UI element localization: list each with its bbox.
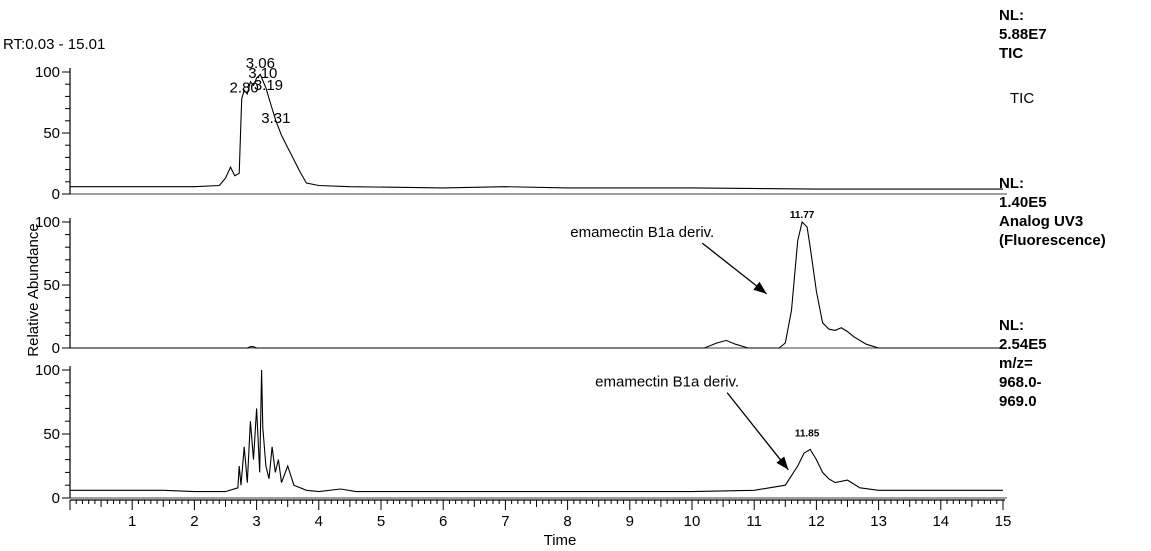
peak-label: 3.19 xyxy=(254,77,283,94)
side-label: 5.88E7 xyxy=(999,26,1047,43)
side-label: 2.54E5 xyxy=(999,336,1047,353)
side-label: 969.0 xyxy=(999,393,1037,410)
x-tick-label: 1 xyxy=(128,513,136,530)
y-tick-label: 50 xyxy=(43,277,60,294)
y-tick-label: 0 xyxy=(52,340,60,357)
peak-label: 3.10 xyxy=(248,65,277,82)
y-tick-label: 0 xyxy=(52,490,60,507)
peak-label: 3.31 xyxy=(261,110,290,127)
annotation-arrowhead xyxy=(753,281,767,294)
x-tick-label: 14 xyxy=(932,513,949,530)
side-label: Analog UV3 xyxy=(999,213,1083,230)
y-tick-label: 100 xyxy=(35,214,60,231)
x-axis-label: Time xyxy=(544,532,577,549)
y-tick-label: 50 xyxy=(43,426,60,443)
x-tick-label: 4 xyxy=(315,513,323,530)
trace-label: TIC xyxy=(1010,90,1034,107)
x-tick-label: 15 xyxy=(995,513,1012,530)
x-tick-label: 11 xyxy=(746,513,762,530)
y-tick-label: 50 xyxy=(43,125,60,142)
side-label: 1.40E5 xyxy=(999,194,1047,211)
side-label: NL: xyxy=(999,175,1024,192)
y-tick-label: 100 xyxy=(35,362,60,379)
peak-label: 3.06 xyxy=(246,55,275,72)
side-label: NL: xyxy=(999,317,1024,334)
x-tick-label: 13 xyxy=(870,513,887,530)
annotation-label: emamectin B1a deriv. xyxy=(595,374,739,391)
annotation-arrow xyxy=(726,392,789,471)
series-tic-line xyxy=(70,73,1003,190)
peak-label: 11.85 xyxy=(795,428,820,439)
peak-label: 11.77 xyxy=(790,210,815,221)
series-mz-line xyxy=(70,369,1003,493)
x-tick-label: 6 xyxy=(439,513,447,530)
annotation-arrowhead xyxy=(776,456,789,470)
side-label: NL: xyxy=(999,7,1024,24)
y-tick-label: 0 xyxy=(52,186,60,203)
peak-label: 2.80 xyxy=(230,79,259,96)
annotation-arrow xyxy=(701,242,768,295)
y-axis-label: Relative Abundance xyxy=(25,223,42,356)
x-tick-label: 7 xyxy=(501,513,509,530)
side-label: (Fluorescence) xyxy=(999,232,1106,249)
x-tick-label: 12 xyxy=(808,513,825,530)
y-tick-label: 100 xyxy=(35,64,60,81)
annotation-label: emamectin B1a deriv. xyxy=(570,224,714,241)
x-tick-label: 3 xyxy=(252,513,260,530)
x-tick-label: 2 xyxy=(190,513,198,530)
series-uv-line xyxy=(70,220,1003,349)
rt-range-label: RT:0.03 - 15.01 xyxy=(3,36,105,53)
x-tick-label: 9 xyxy=(626,513,634,530)
x-tick-label: 10 xyxy=(684,513,701,530)
x-tick-label: 8 xyxy=(563,513,571,530)
x-tick-label: 5 xyxy=(377,513,385,530)
side-label: m/z= xyxy=(999,355,1033,372)
side-label: 968.0- xyxy=(999,374,1042,391)
side-label: TIC xyxy=(999,45,1023,62)
